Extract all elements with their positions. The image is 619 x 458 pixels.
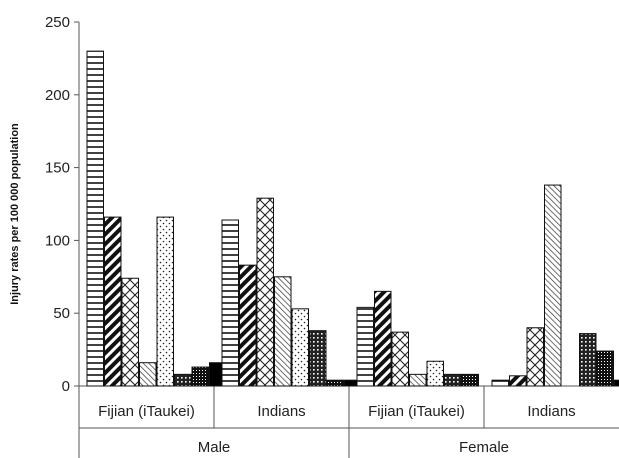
bar-3-diamond-cross xyxy=(391,331,409,387)
category-label: Fijian (iTaukei) xyxy=(98,403,195,420)
bar-3-back-diagonal xyxy=(409,373,427,387)
bar-4-back-diagonal xyxy=(544,184,562,387)
bar-4-diamond-cross xyxy=(526,327,544,387)
bar-2-crosshatch xyxy=(309,330,327,387)
bar-1-dots xyxy=(156,216,174,387)
bar-3-dots xyxy=(426,360,444,387)
bar-1-crosshatch xyxy=(174,373,192,387)
bar-2-diamond-cross xyxy=(256,197,274,387)
bar-4-horizontal-lines xyxy=(491,379,509,387)
y-axis-label: Injury rates per 100 000 population xyxy=(9,123,21,305)
bar-1-thick-diagonal xyxy=(104,216,122,387)
category-label: Indians xyxy=(527,403,575,420)
y-tick-label: 150 xyxy=(45,160,70,177)
bar-3-horizontal-lines xyxy=(356,306,374,387)
bar-3-dense-crosshatch xyxy=(461,373,479,387)
bar-1-horizontal-lines xyxy=(86,50,104,387)
group-label-female: Female xyxy=(459,439,509,456)
group-label-male: Male xyxy=(198,439,231,456)
bar-4-solid xyxy=(614,379,619,387)
bar-3-crosshatch xyxy=(444,373,462,387)
y-tick-label: 200 xyxy=(45,87,70,104)
y-tick-label: 100 xyxy=(45,232,70,249)
bar-2-back-diagonal xyxy=(274,276,292,387)
bar-4-dense-crosshatch xyxy=(596,350,614,387)
bar-2-thick-diagonal xyxy=(239,264,257,387)
category-label: Indians xyxy=(257,403,305,420)
bar-4-thick-diagonal xyxy=(509,375,527,387)
bar-1-back-diagonal xyxy=(139,362,157,387)
bar-1-dense-crosshatch xyxy=(191,366,209,387)
y-tick-label: 250 xyxy=(45,14,70,31)
bar-3-thick-diagonal xyxy=(374,290,392,387)
bar-1-diamond-cross xyxy=(121,277,139,387)
bar-4-crosshatch xyxy=(579,333,597,387)
bar-2-horizontal-lines xyxy=(221,219,239,387)
y-tick-label: 50 xyxy=(53,305,70,322)
category-label: Fijian (iTaukei) xyxy=(368,403,465,420)
bar-2-dense-crosshatch xyxy=(326,379,344,387)
bar-2-dots xyxy=(291,308,309,387)
y-tick-label: 0 xyxy=(62,378,70,395)
